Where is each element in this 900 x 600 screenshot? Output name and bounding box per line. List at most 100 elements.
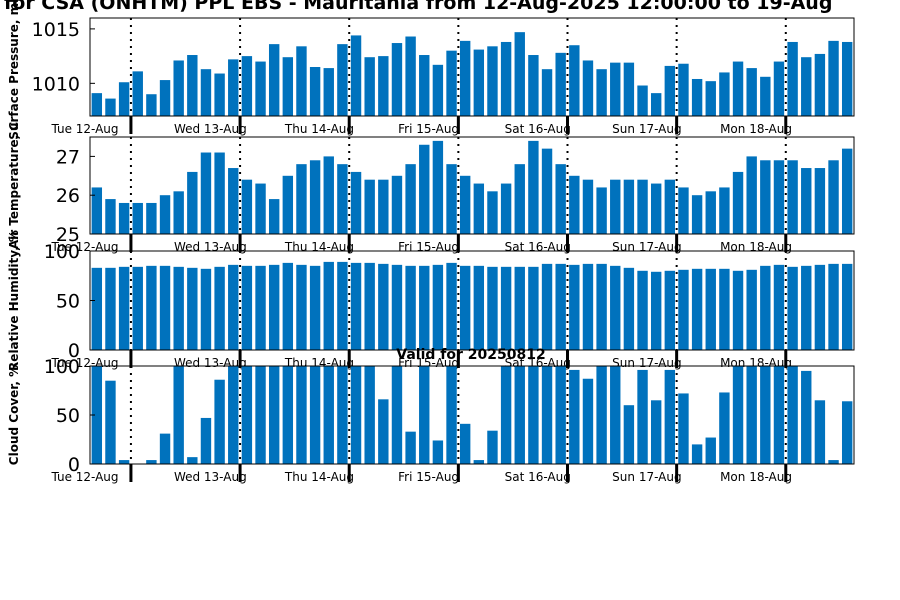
bar [773,366,785,464]
y-axis-label: Air Temperature, C [7,122,21,250]
bar [705,437,716,464]
bar [705,191,716,234]
bar [637,179,648,234]
bar [569,369,580,464]
bar [500,41,512,116]
bar [814,400,826,464]
bar [132,71,143,116]
bar [296,164,307,234]
bar [473,49,485,116]
bar [487,430,498,464]
bar [228,366,239,464]
bar [610,62,621,116]
bar [132,266,143,350]
bar [364,179,375,234]
bar [514,164,525,234]
x-tick-label: Sat 16-Aug [505,122,571,136]
bar [678,63,689,116]
x-tick-label: Sun 17-Aug [612,122,681,136]
bar [623,179,635,234]
bar [337,366,348,464]
bar [391,264,403,350]
bar [637,270,648,350]
y-axis-label: Surface Pressure, mb [7,0,21,140]
x-tick-label: Sat 16-Aug [505,240,571,254]
bar [473,183,485,234]
bar [569,175,580,234]
bar [200,69,212,116]
bar [255,265,266,350]
bar [432,140,444,234]
bar [91,366,103,464]
bar [105,98,116,116]
bar [309,160,321,234]
bar [323,68,334,116]
bar [623,267,635,350]
bar [841,148,853,234]
bar [787,41,798,116]
y-tick-label: 50 [56,405,80,427]
bar [650,271,662,350]
x-tick-label: Thu 14-Aug [284,470,354,484]
bar [541,69,553,116]
bar [118,202,130,234]
bar [446,366,457,464]
bar [187,457,198,464]
bar [459,423,471,464]
bar [582,60,594,116]
bar [787,160,798,234]
bar [773,61,785,116]
bar [801,57,812,116]
bar [364,262,375,350]
bar [105,199,116,234]
bar [760,366,771,464]
bar [610,265,621,350]
bar [228,168,239,234]
bar [814,53,826,116]
bar [801,370,812,464]
bar [650,93,662,116]
bar [746,269,757,350]
bar [282,175,294,234]
bar [596,263,607,350]
bar [296,366,307,464]
bar [432,264,444,350]
bar [173,60,184,116]
bar [664,369,676,464]
x-tick-label: Wed 13-Aug [174,470,247,484]
bar [323,261,334,350]
bar [746,156,757,234]
bar [378,56,389,116]
y-tick-label: 100 [44,356,80,378]
bar [200,417,212,464]
x-tick-label: Sun 17-Aug [612,240,681,254]
bar [787,366,798,464]
bar [214,379,225,464]
bar [841,263,853,350]
bar [350,35,362,116]
bar [719,392,730,464]
bar [623,405,635,464]
bar [678,269,689,350]
bar [296,46,307,117]
y-axis-label: Relative Humidity, % [7,230,21,371]
bar [337,261,348,350]
bar [214,266,225,350]
bar [650,183,662,234]
bar [473,460,485,464]
bar [528,366,539,464]
bar [159,80,171,116]
bar [419,144,430,234]
bar [432,440,444,464]
bar [105,380,116,464]
bar [391,366,403,464]
bar [732,61,744,116]
bar [187,55,198,116]
y-tick-label: 1010 [32,73,80,95]
x-tick-label: Wed 13-Aug [174,240,247,254]
bar [146,202,157,234]
bar [555,366,566,464]
bar [596,187,607,234]
bar [296,264,307,350]
bar [214,73,225,116]
